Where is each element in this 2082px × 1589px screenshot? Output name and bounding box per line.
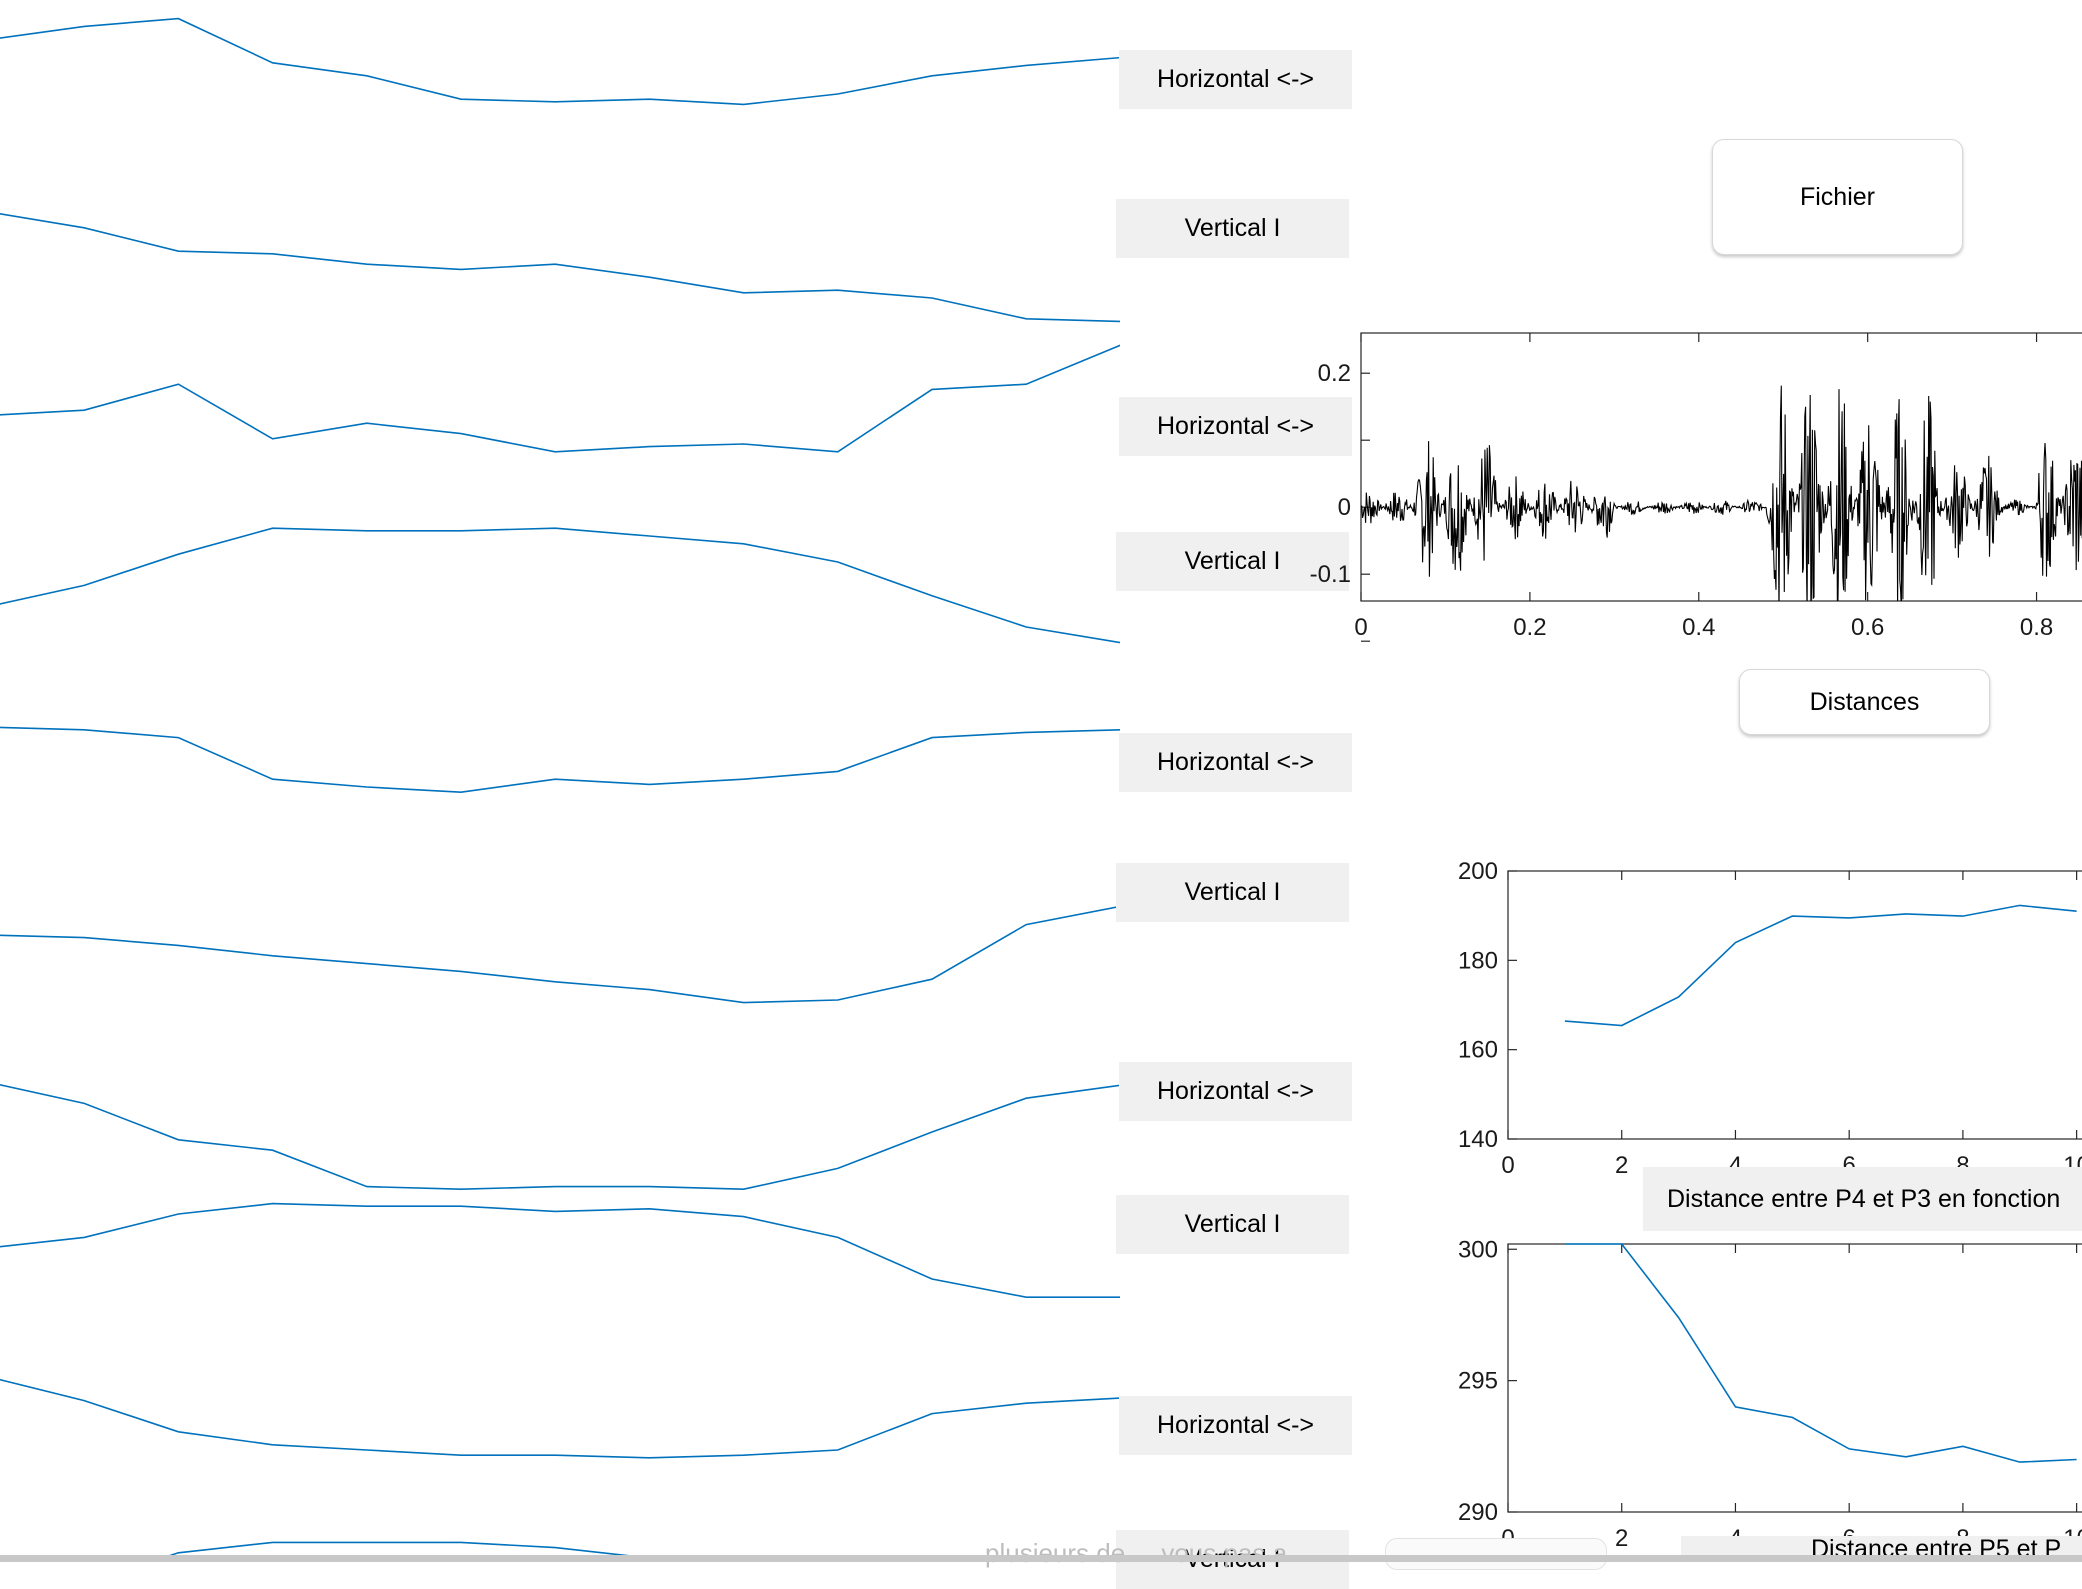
distance-series-line: [1564, 1243, 2077, 1463]
vertical-label-4[interactable]: Vertical I: [1116, 1195, 1349, 1254]
horizontal-label-1[interactable]: Horizontal <->: [1119, 50, 1352, 109]
y-tick-label: 200: [1458, 858, 1498, 885]
trace-line-2: [0, 213, 1120, 323]
horizontal-label-2[interactable]: Horizontal <->: [1119, 397, 1352, 456]
y-tick-label: -0.1: [1310, 561, 1351, 588]
trace-line-1: [0, 17, 1120, 106]
x-tick-label: 0.8: [2020, 614, 2053, 641]
trace-line-4: [0, 527, 1120, 644]
y-tick-label: 295: [1458, 1368, 1498, 1395]
fichier-button[interactable]: Fichier: [1712, 139, 1963, 255]
trace-line-9: [0, 1378, 1120, 1459]
x-tick-label: 0.2: [1513, 614, 1546, 641]
trace-line-3: [0, 344, 1120, 453]
y-tick-label: 160: [1458, 1037, 1498, 1064]
x-tick-label: 0.6: [1851, 614, 1884, 641]
distance-series-line: [1564, 904, 2077, 1027]
distances-button[interactable]: Distances: [1739, 669, 1990, 735]
axes-box: [1507, 870, 2082, 1140]
y-tick-label: 140: [1458, 1126, 1498, 1153]
horizontal-label-3[interactable]: Horizontal <->: [1119, 733, 1352, 792]
trace-line-7: [0, 1083, 1120, 1191]
axes-box: [1507, 1243, 2082, 1513]
axes-box: [1360, 332, 2082, 602]
vertical-label-3[interactable]: Vertical I: [1116, 863, 1349, 922]
x-tick-label: 0.4: [1682, 614, 1715, 641]
y-tick-label: 180: [1458, 947, 1498, 974]
distance-plot-p4-p3-title: Distance entre P4 et P3 en fonction: [1643, 1167, 2082, 1231]
y-tick-label: 290: [1458, 1499, 1498, 1526]
window-bottom-edge: [0, 1555, 2082, 1562]
trace-line-5: [0, 726, 1120, 794]
trace-line-8: [0, 1202, 1120, 1298]
vertical-label-2[interactable]: Vertical I: [1116, 532, 1349, 591]
x-tick-label: 2: [1615, 1152, 1628, 1179]
x-tick-label: 0: [1501, 1152, 1514, 1179]
y-tick-label: 300: [1458, 1236, 1498, 1263]
trace-line-6: [0, 905, 1120, 1004]
y-tick-label: 0.2: [1318, 360, 1351, 387]
y-tick-label: 0: [1338, 494, 1351, 521]
faded-background-button: [1385, 1538, 1607, 1570]
faded-background-text: plusieurs de ... vous pas a: [985, 1538, 1288, 1568]
x-tick-label: 2: [1615, 1525, 1628, 1552]
trace-line-10: [148, 1541, 675, 1562]
x-tick-label: 0: [1354, 614, 1367, 641]
trajectory-traces: [0, 17, 1120, 1562]
vertical-label-1[interactable]: Vertical I: [1116, 199, 1349, 258]
horizontal-label-4[interactable]: Horizontal <->: [1119, 1062, 1352, 1121]
horizontal-label-5[interactable]: Horizontal <->: [1119, 1396, 1352, 1455]
waveform-signal: [1361, 385, 2082, 601]
